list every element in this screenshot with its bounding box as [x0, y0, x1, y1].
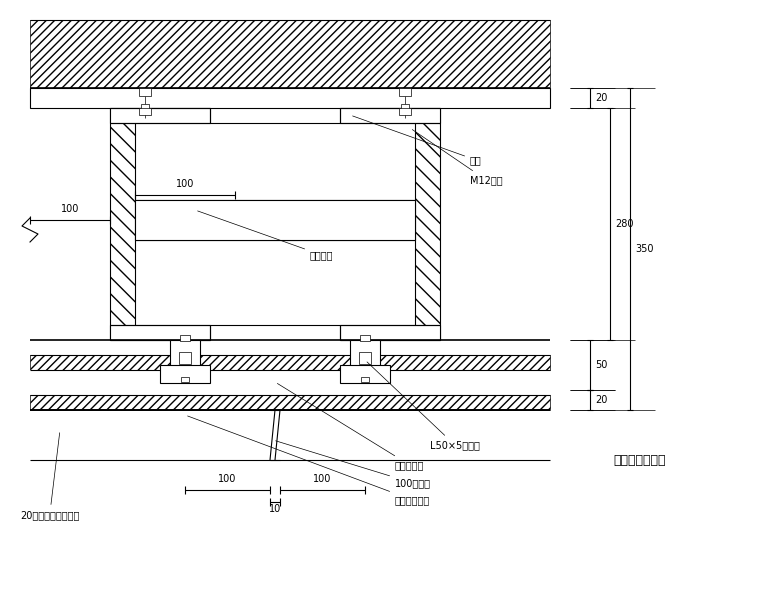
Text: 100: 100	[176, 179, 195, 189]
Bar	[141, 104, 149, 109]
Bar	[340, 365, 390, 383]
Bar	[415, 108, 440, 340]
Text: 连接钢板: 连接钢板	[198, 211, 334, 260]
Bar	[350, 340, 380, 375]
Bar	[340, 325, 440, 340]
Bar	[30, 88, 550, 108]
Bar	[181, 377, 189, 382]
Bar	[399, 88, 411, 96]
Text: 100: 100	[313, 474, 331, 484]
Text: 20厚磨光花岗石饰面: 20厚磨光花岗石饰面	[20, 433, 79, 520]
Bar	[135, 200, 415, 240]
Text: 50: 50	[595, 360, 607, 370]
Bar	[340, 108, 440, 123]
Bar	[180, 335, 190, 341]
Text: 100: 100	[218, 474, 236, 484]
Text: 石幕墙结构平面: 石幕墙结构平面	[614, 454, 667, 467]
Text: L50×5次龙骨: L50×5次龙骨	[367, 362, 480, 450]
Bar	[30, 355, 550, 370]
Bar	[210, 123, 340, 325]
Bar	[399, 108, 411, 115]
Bar	[360, 335, 370, 341]
Bar	[30, 395, 550, 410]
Text: 20: 20	[595, 93, 607, 103]
Text: 耐候胶嵌缝: 耐候胶嵌缝	[277, 383, 424, 470]
Text: 280: 280	[615, 219, 634, 229]
Bar	[110, 108, 135, 340]
Bar	[139, 88, 151, 96]
Bar	[30, 370, 550, 395]
Bar	[361, 377, 369, 382]
Text: M12螺栓: M12螺栓	[412, 129, 502, 185]
Bar	[110, 108, 210, 123]
Bar	[30, 20, 550, 88]
Text: 100主龙骨: 100主龙骨	[276, 441, 431, 488]
Bar	[139, 108, 151, 115]
Text: 电焊: 电焊	[353, 116, 482, 165]
Bar	[110, 325, 210, 340]
Bar	[170, 340, 200, 375]
Bar	[401, 104, 409, 109]
Text: 350: 350	[635, 244, 654, 254]
Text: 100: 100	[61, 204, 79, 214]
Text: 10: 10	[269, 504, 281, 514]
Bar	[160, 365, 210, 383]
Text: 不锈钢连接件: 不锈钢连接件	[188, 416, 430, 505]
Text: 20: 20	[595, 395, 607, 405]
